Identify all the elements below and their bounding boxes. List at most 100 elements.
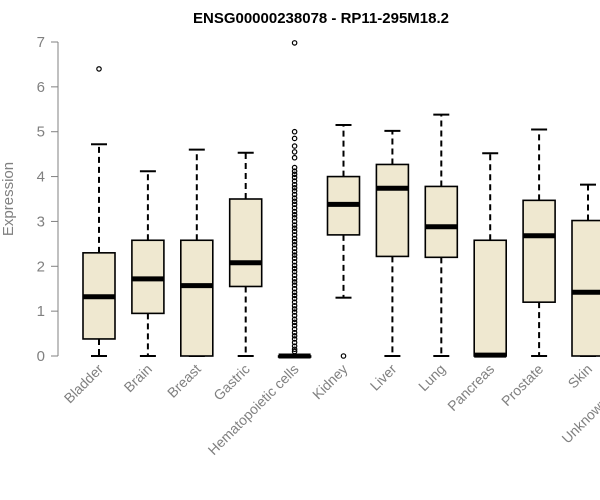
- box-body: [522, 199, 556, 303]
- box-3: [180, 148, 214, 357]
- x-tick-label: Breast: [164, 361, 204, 401]
- box-body: [228, 198, 263, 288]
- outlier-point: [291, 143, 298, 149]
- box-body: [473, 239, 508, 357]
- box-body: [571, 219, 600, 357]
- y-tick-label: 5: [37, 124, 45, 141]
- outlier-point: [291, 195, 298, 201]
- outlier-point: [291, 154, 298, 161]
- outlier-point: [291, 174, 298, 181]
- box-2: [131, 170, 165, 357]
- outlier-point: [291, 201, 298, 208]
- outlier-point: [291, 316, 298, 323]
- outlier-point: [291, 211, 298, 218]
- outlier-point: [340, 353, 347, 359]
- outlier-point: [291, 218, 298, 225]
- outlier-point: [291, 265, 298, 272]
- outlier-point: [291, 222, 298, 228]
- outlier-point: [291, 295, 298, 302]
- box-8: [424, 113, 459, 357]
- outlier-point: [291, 346, 298, 353]
- outlier-point: [291, 262, 298, 269]
- outlier-point: [96, 66, 102, 72]
- outlier-point: [291, 249, 298, 255]
- outlier-point: [291, 208, 298, 215]
- outlier-point: [291, 285, 298, 292]
- y-axis: 0 1 2 3 4 5 6 7: [37, 34, 59, 365]
- outlier-point: [291, 282, 298, 288]
- x-tick-label: Kidney: [309, 361, 351, 403]
- box-body: [424, 185, 459, 259]
- y-axis-label: Expression: [0, 162, 17, 236]
- box-7: [375, 129, 410, 357]
- x-tick-label: Bladder: [61, 361, 107, 407]
- x-tick-label: Prostate: [498, 361, 546, 409]
- outlier-point: [291, 329, 298, 336]
- outlier-point: [291, 289, 298, 296]
- outlier-point: [291, 279, 298, 285]
- x-tick-label: Gastric: [210, 361, 253, 404]
- x-tick-label: Brain: [121, 361, 155, 395]
- outlier-point: [291, 40, 298, 46]
- box-9: [473, 152, 508, 358]
- outlier-point: [291, 188, 298, 194]
- outlier-point: [291, 205, 298, 211]
- y-tick-label: 4: [37, 169, 45, 186]
- outlier-point: [291, 306, 298, 312]
- outlier-point: [291, 333, 298, 339]
- x-tick-label: Skin: [565, 361, 596, 392]
- outlier-point: [291, 191, 298, 198]
- outlier-point: [291, 292, 298, 299]
- box-6: [326, 123, 361, 359]
- outlier-point: [291, 232, 298, 238]
- outlier-point: [291, 319, 298, 326]
- outlier-point: [291, 309, 298, 315]
- outlier-point: [291, 302, 298, 309]
- outlier-point: [291, 245, 298, 252]
- outlier-point: [291, 312, 298, 319]
- y-tick-label: 2: [37, 258, 45, 275]
- outlier-point: [291, 181, 298, 188]
- box-series: [82, 40, 600, 359]
- outlier-point: [291, 225, 298, 231]
- outlier-point: [291, 348, 298, 355]
- box-4: [228, 151, 263, 357]
- outlier-point: [291, 241, 298, 248]
- y-tick-label: 3: [37, 213, 45, 230]
- box-body: [375, 163, 410, 258]
- x-tick-label: Lung: [415, 361, 448, 394]
- outlier-point: [291, 326, 298, 332]
- outlier-point: [291, 276, 298, 282]
- outlier-point: [291, 135, 298, 142]
- outlier-point: [291, 339, 298, 346]
- outlier-point: [291, 149, 298, 155]
- box-5: [277, 40, 312, 359]
- outlier-point: [291, 215, 298, 221]
- outlier-point: [291, 178, 298, 184]
- outlier-point: [291, 255, 298, 262]
- outlier-point: [291, 198, 298, 205]
- chart-title: ENSG00000238078 - RP11-295M18.2: [193, 10, 449, 27]
- outlier-point: [291, 336, 298, 342]
- outlier-point: [291, 128, 298, 135]
- x-tick-label: Liver: [367, 361, 400, 394]
- y-tick-label: 7: [37, 34, 45, 51]
- x-tick-label: Hematopoietic cells: [205, 361, 302, 458]
- outlier-point: [291, 252, 298, 258]
- box-11: [571, 183, 600, 357]
- outlier-point: [291, 168, 298, 174]
- box-10: [522, 128, 556, 357]
- outlier-point: [291, 164, 298, 171]
- outlier-point: [291, 171, 298, 178]
- y-tick-label: 1: [37, 303, 45, 320]
- outlier-point: [291, 343, 298, 349]
- outlier-point: [291, 258, 298, 265]
- box-body: [180, 239, 214, 357]
- y-tick-label: 6: [37, 79, 45, 96]
- y-tick-label: 0: [37, 348, 45, 365]
- outlier-point: [291, 299, 298, 305]
- outlier-point: [291, 322, 298, 329]
- outlier-point: [291, 272, 298, 279]
